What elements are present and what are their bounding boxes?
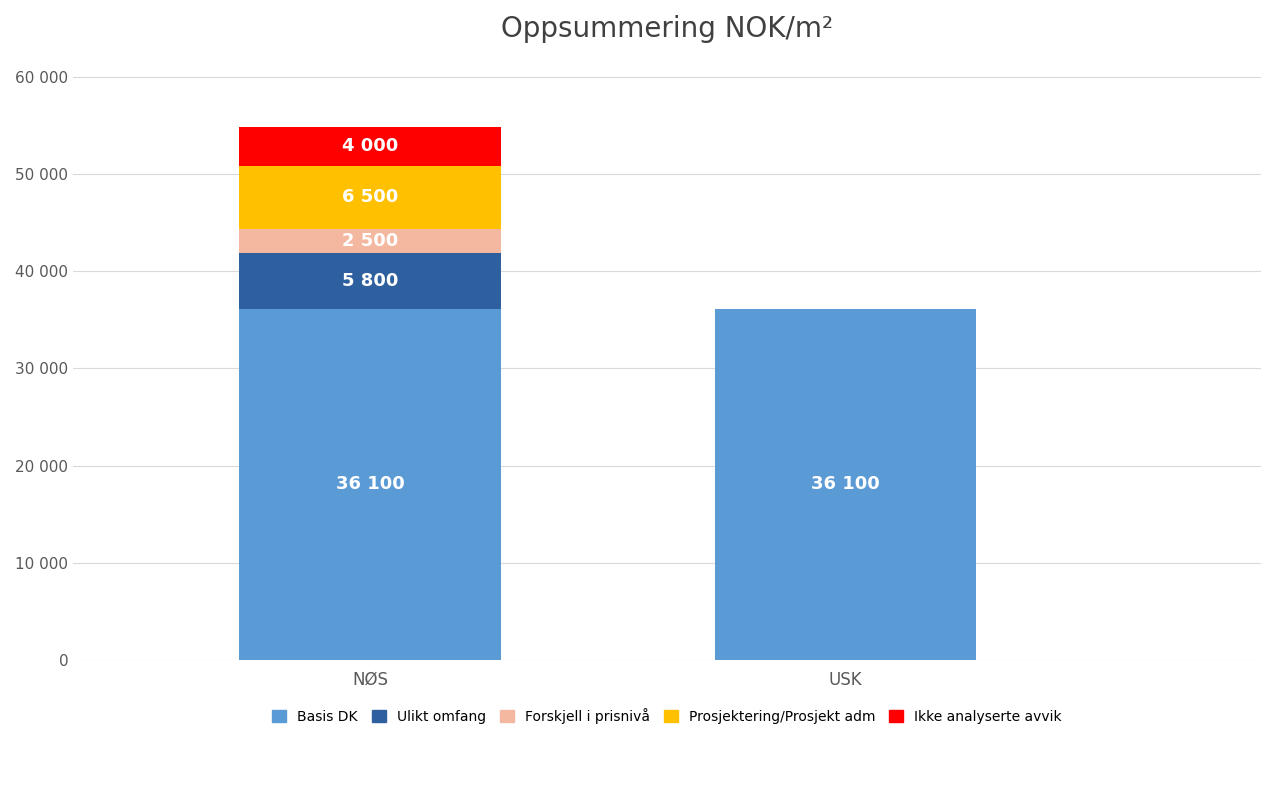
Text: 5 800: 5 800 <box>342 272 398 290</box>
Title: Oppsummering NOK/m²: Oppsummering NOK/m² <box>501 15 833 43</box>
Text: 36 100: 36 100 <box>336 475 404 494</box>
Text: 36 100: 36 100 <box>810 475 879 494</box>
Bar <box>715 309 976 660</box>
Bar <box>240 253 500 309</box>
Text: 4 000: 4 000 <box>342 138 398 155</box>
Text: 6 500: 6 500 <box>342 188 398 206</box>
Bar <box>240 126 500 165</box>
Bar <box>240 309 500 660</box>
Legend: Basis DK, Ulikt omfang, Forskjell i prisnivå, Prosjektering/Prosjekt adm, Ikke a: Basis DK, Ulikt omfang, Forskjell i pris… <box>265 701 1068 731</box>
Bar <box>240 229 500 253</box>
Bar <box>240 165 500 229</box>
Text: 2 500: 2 500 <box>342 232 398 250</box>
